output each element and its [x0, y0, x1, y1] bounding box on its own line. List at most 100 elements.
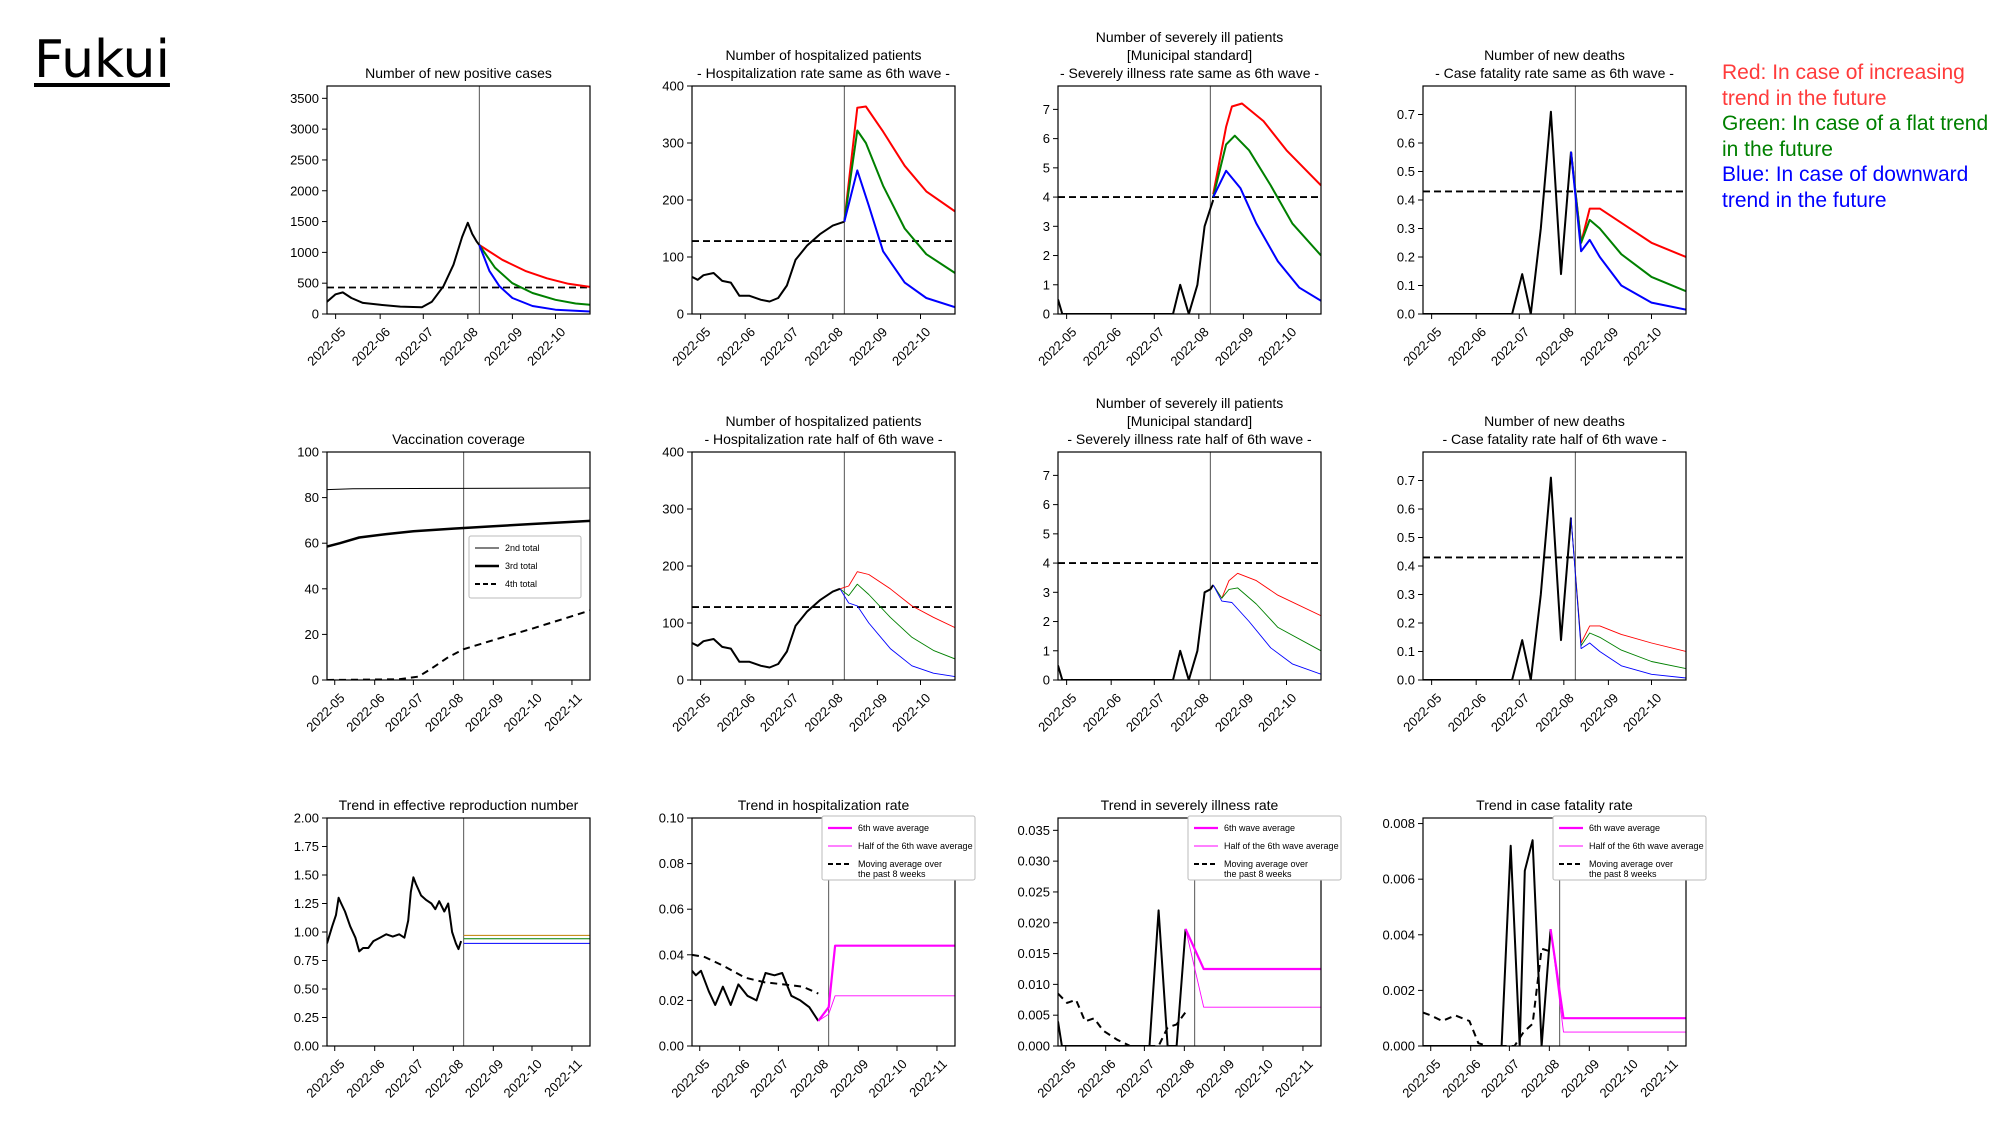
x-tick-label: 2022-09	[1577, 690, 1621, 734]
chart-title-line: - Severely illness rate half of 6th wave…	[1067, 431, 1312, 447]
x-tick-label: 2022-09	[846, 324, 890, 368]
y-tick-label: 0.1	[1397, 644, 1415, 659]
x-tick-label: 2022-08	[422, 1056, 466, 1100]
series-line-flat	[1570, 151, 1686, 293]
y-tick-label: 2000	[290, 183, 319, 198]
x-tick-label: 2022-07	[392, 324, 436, 368]
x-tick-label: 2022-10	[1232, 1056, 1276, 1100]
y-tick-label: 0.00	[659, 1039, 684, 1054]
y-tick-label: 0.0	[1397, 307, 1415, 322]
legend-label: the past 8 weeks	[1589, 869, 1657, 879]
y-tick-label: 6	[1043, 497, 1050, 512]
series-line-half-of-the-6th-wave-average	[818, 995, 955, 1022]
y-tick-label: 0.1	[1397, 278, 1415, 293]
legend-label: Half of the 6th wave average	[858, 841, 973, 851]
series-line-increase	[1570, 517, 1686, 652]
y-tick-label: 6	[1043, 131, 1050, 146]
y-tick-label: 0.4	[1397, 559, 1415, 574]
series-line-actual	[692, 587, 841, 669]
legend-label: Moving average over	[1224, 859, 1308, 869]
x-tick-label: 2022-08	[422, 690, 466, 734]
x-tick-label: 2022-06	[349, 324, 393, 368]
chart-1: Number of new positive cases 0 500 1000 1500…	[290, 65, 591, 369]
plot-frame	[1422, 451, 1687, 681]
x-tick-label: 2022-11	[1637, 1056, 1681, 1100]
y-tick-label: 0.5	[1397, 164, 1415, 179]
legend-label: 2nd total	[505, 543, 540, 553]
series-line-moving-average-over-the-past-8-weeks	[692, 953, 819, 995]
series-line-flat	[478, 244, 590, 306]
x-tick-label: 2022-06	[714, 690, 758, 734]
series-line-decrease	[478, 244, 590, 313]
series-line-flat	[839, 583, 955, 660]
chart-4: Number of new deaths - Case fatality rate…	[1397, 47, 1687, 369]
chart-title-line: Number of hospitalized patients	[725, 47, 921, 63]
chart-title-line: Number of new deaths	[1484, 47, 1625, 63]
y-tick-label: 100	[662, 616, 684, 631]
y-tick-label: 100	[297, 445, 319, 460]
y-tick-label: 0.000	[1382, 1039, 1415, 1054]
chart-title-line: - Severely illness rate same as 6th wave…	[1060, 65, 1319, 81]
chart-title-line: Trend in case fatality rate	[1476, 797, 1633, 813]
y-tick-label: 0.030	[1017, 854, 1050, 869]
x-tick-label: 2022-05	[1399, 1056, 1443, 1100]
series-line-decrease	[843, 169, 955, 309]
x-tick-label: 2022-06	[1080, 690, 1124, 734]
y-tick-label: 4	[1043, 556, 1050, 571]
x-tick-label: 2022-07	[1488, 690, 1532, 734]
x-tick-label: 2022-11	[541, 1056, 585, 1100]
legend-box	[1552, 815, 1707, 881]
chart-11: Trend in severely illness rate 0.000 0.005…	[1017, 797, 1342, 1101]
y-tick-label: 0	[677, 307, 684, 322]
chart-6: Number of hospitalized patients - Hospita…	[662, 413, 956, 735]
legend-note-decrease: Blue: In case of downward trend in the f…	[1722, 163, 1969, 212]
legend-note-flat: Green: In case of a flat trend in the fu…	[1722, 112, 1989, 161]
y-tick-label: 0.75	[294, 953, 319, 968]
x-tick-label: 2022-10	[866, 1056, 910, 1100]
y-tick-label: 1.25	[294, 896, 319, 911]
y-tick-label: 4	[1043, 190, 1050, 205]
y-tick-label: 1.75	[294, 839, 319, 854]
y-tick-label: 100	[662, 250, 684, 265]
x-tick-label: 2022-05	[1035, 324, 1079, 368]
x-tick-label: 2022-06	[1080, 324, 1124, 368]
y-tick-label: 0.005	[1017, 1008, 1050, 1023]
chart-title-line: Number of new deaths	[1484, 413, 1625, 429]
plot-area	[692, 452, 955, 680]
y-tick-label: 2.00	[294, 811, 319, 826]
x-tick-label: 2022-07	[382, 1056, 426, 1100]
plot-frame	[326, 451, 591, 681]
x-tick-label: 2022-06	[1445, 690, 1489, 734]
plot-area	[1423, 86, 1686, 314]
chart-12: Trend in case fatality rate 0.000 0.002 0.0…	[1382, 797, 1707, 1101]
x-tick-label: 2022-08	[1153, 1056, 1197, 1100]
y-tick-label: 3	[1043, 585, 1050, 600]
series-line-half-of-the-6th-wave-average	[1185, 928, 1321, 1008]
x-tick-label: 2022-07	[382, 690, 426, 734]
chart-title-line: Vaccination coverage	[392, 431, 525, 447]
x-tick-label: 2022-08	[801, 690, 845, 734]
x-tick-label: 2022-09	[481, 324, 525, 368]
legend-label: 6th wave average	[1224, 823, 1295, 833]
series-line-decrease	[1212, 169, 1321, 302]
legend-label: Half of the 6th wave average	[1224, 841, 1339, 851]
legend-label: the past 8 weeks	[1224, 869, 1292, 879]
x-tick-label: 2022-08	[801, 324, 845, 368]
y-tick-label: 0.08	[659, 856, 684, 871]
plot-frame	[326, 817, 591, 1047]
x-tick-label: 2022-08	[436, 324, 480, 368]
y-tick-label: 200	[662, 193, 684, 208]
y-tick-label: 0.02	[659, 993, 684, 1008]
series-line-actual	[692, 220, 845, 303]
x-tick-label: 2022-06	[343, 690, 387, 734]
chart-legend: 6th wave average Half of the 6th wave ave…	[821, 815, 976, 881]
legend-label: 3rd total	[505, 561, 538, 571]
y-tick-label: 1	[1043, 643, 1050, 658]
y-tick-label: 0.00	[294, 1039, 319, 1054]
x-tick-label: 2022-09	[462, 690, 506, 734]
legend-label: 4th total	[505, 579, 537, 589]
y-tick-label: 0.004	[1382, 927, 1415, 942]
y-tick-label: 1.00	[294, 925, 319, 940]
series-line-3rd-total	[327, 519, 590, 548]
chart-title-line: Number of new positive cases	[365, 65, 552, 81]
